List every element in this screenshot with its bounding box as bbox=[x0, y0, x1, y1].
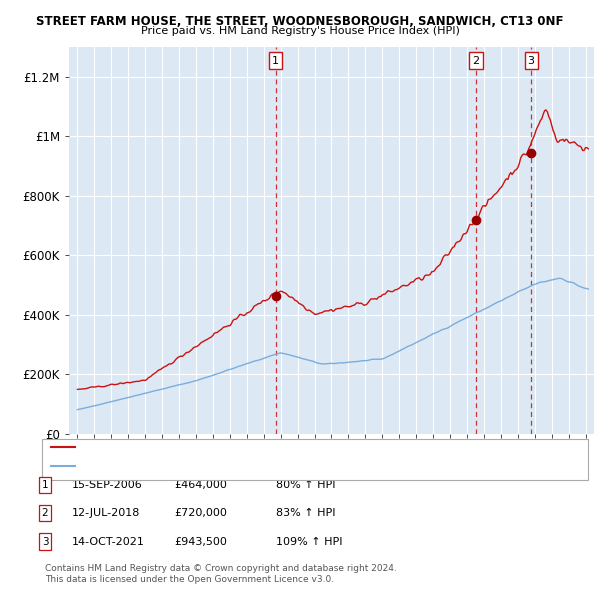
Text: 3: 3 bbox=[41, 537, 49, 546]
Text: £720,000: £720,000 bbox=[174, 509, 227, 518]
Text: £943,500: £943,500 bbox=[174, 537, 227, 546]
Text: 2: 2 bbox=[41, 509, 49, 518]
Text: 2: 2 bbox=[472, 55, 479, 65]
Text: 14-OCT-2021: 14-OCT-2021 bbox=[72, 537, 145, 546]
Text: 15-SEP-2006: 15-SEP-2006 bbox=[72, 480, 143, 490]
Text: This data is licensed under the Open Government Licence v3.0.: This data is licensed under the Open Gov… bbox=[45, 575, 334, 584]
Text: Price paid vs. HM Land Registry's House Price Index (HPI): Price paid vs. HM Land Registry's House … bbox=[140, 26, 460, 36]
Text: 1: 1 bbox=[272, 55, 279, 65]
Text: 12-JUL-2018: 12-JUL-2018 bbox=[72, 509, 140, 518]
Text: 3: 3 bbox=[527, 55, 535, 65]
Text: 80% ↑ HPI: 80% ↑ HPI bbox=[276, 480, 335, 490]
Text: Contains HM Land Registry data © Crown copyright and database right 2024.: Contains HM Land Registry data © Crown c… bbox=[45, 565, 397, 573]
Text: STREET FARM HOUSE, THE STREET, WOODNESBOROUGH, SANDWICH, CT13 0NF (detach: STREET FARM HOUSE, THE STREET, WOODNESBO… bbox=[79, 442, 521, 451]
Text: 1: 1 bbox=[41, 480, 49, 490]
Text: 109% ↑ HPI: 109% ↑ HPI bbox=[276, 537, 343, 546]
Text: 83% ↑ HPI: 83% ↑ HPI bbox=[276, 509, 335, 518]
Text: HPI: Average price, detached house, Dover: HPI: Average price, detached house, Dove… bbox=[79, 461, 293, 470]
Text: £464,000: £464,000 bbox=[174, 480, 227, 490]
Text: STREET FARM HOUSE, THE STREET, WOODNESBOROUGH, SANDWICH, CT13 0NF: STREET FARM HOUSE, THE STREET, WOODNESBO… bbox=[36, 15, 564, 28]
